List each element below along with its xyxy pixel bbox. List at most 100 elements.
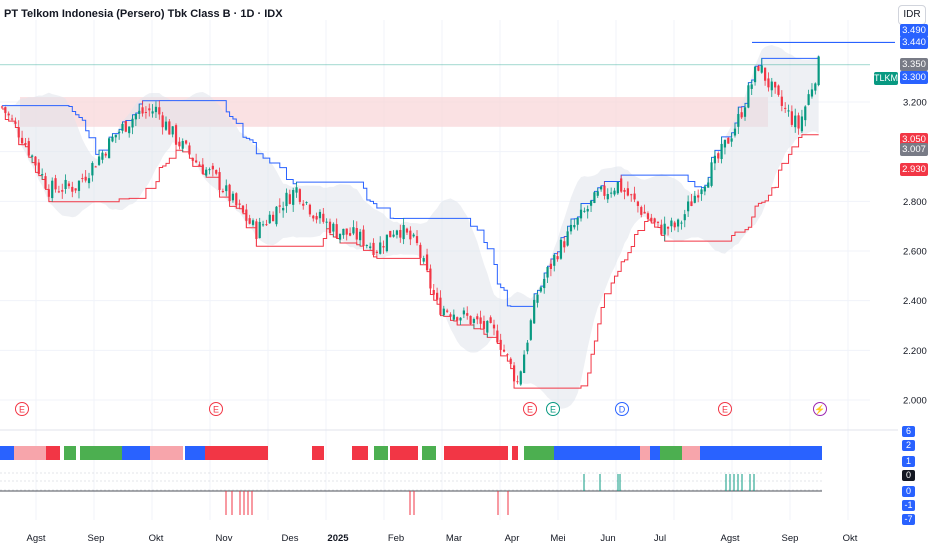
candle-body — [650, 217, 653, 222]
event-label: E — [550, 405, 556, 415]
signal-segment — [390, 446, 418, 460]
candle-body — [489, 317, 492, 324]
candle-body — [20, 137, 24, 144]
candle-body — [41, 174, 44, 176]
candle-body — [656, 221, 660, 223]
candle-body — [730, 138, 733, 142]
indicator-scale-label: 6 — [902, 426, 915, 437]
event-label: E — [722, 405, 728, 415]
candle-body — [205, 169, 208, 176]
signal-segment — [312, 446, 324, 460]
candle-body — [261, 224, 265, 226]
candle-body — [623, 189, 626, 192]
price-tick-label: 2.600 — [903, 247, 927, 258]
candle-body — [288, 194, 291, 204]
candle-body — [459, 317, 462, 321]
candle-body — [282, 207, 285, 211]
candle-body — [606, 193, 609, 200]
candle-body — [600, 186, 603, 190]
candle-body — [47, 189, 50, 197]
candle-body — [14, 121, 17, 124]
candle-body — [543, 278, 546, 289]
candle-body — [807, 94, 810, 105]
candle-body — [312, 215, 315, 219]
candle-body — [536, 294, 539, 303]
event-marker — [718, 402, 732, 416]
indicator-scale-label: -1 — [902, 500, 915, 511]
candle-body — [687, 201, 690, 212]
channel-upper — [2, 55, 820, 307]
candle-body — [81, 178, 84, 180]
candle-body — [389, 230, 392, 238]
signal-segment — [64, 446, 76, 460]
candle-body — [231, 193, 235, 201]
candle-body — [707, 182, 710, 188]
signal-segment — [0, 446, 14, 460]
time-axis-label: Jul — [654, 533, 666, 544]
indicator-scale-label: -7 — [902, 514, 915, 525]
candle-body — [255, 221, 258, 239]
time-axis-label: Okt — [843, 533, 858, 544]
candle-body — [248, 218, 251, 224]
candle-body — [747, 85, 750, 108]
ticker-tag: TLKM — [874, 72, 899, 85]
candle-body — [442, 308, 445, 316]
candle-body — [456, 317, 459, 321]
candle-body — [640, 207, 643, 215]
candle-body — [405, 228, 409, 233]
candle-body — [399, 229, 402, 238]
candle-body — [412, 234, 415, 237]
candle-body — [723, 139, 727, 148]
candle-body — [415, 236, 419, 244]
time-axis-label: Mar — [446, 533, 462, 544]
candle-body — [509, 358, 512, 364]
candle-body — [375, 251, 378, 254]
signal-segment — [660, 446, 682, 460]
event-label: ⚡ — [814, 404, 825, 416]
signal-segment — [80, 446, 122, 460]
candle-body — [392, 234, 395, 237]
candle-body — [372, 242, 375, 256]
candle-body — [573, 225, 576, 228]
candle-body — [158, 107, 161, 115]
candle-body — [285, 192, 288, 207]
candle-body — [757, 66, 760, 71]
candle-body — [17, 127, 20, 138]
indicator-scale-label: 0 — [902, 486, 915, 497]
candle-body — [559, 239, 563, 259]
candle-body — [181, 140, 184, 149]
candle-body — [770, 81, 773, 91]
candle-body — [690, 201, 693, 207]
candle-body — [322, 213, 325, 222]
candle-body — [148, 108, 151, 111]
candle-body — [298, 189, 301, 202]
candle-body — [174, 125, 178, 145]
event-label: E — [19, 405, 25, 415]
time-axis-label: 2025 — [327, 533, 349, 544]
candle-body — [228, 184, 231, 202]
candle-body — [419, 244, 422, 258]
candle-body — [764, 67, 767, 81]
candle-body — [760, 65, 763, 73]
candle-body — [432, 289, 435, 295]
time-axis-label: Des — [282, 533, 299, 544]
candle-body — [636, 201, 640, 206]
candle-body — [114, 134, 117, 138]
candle-body — [118, 131, 121, 133]
candle-body — [610, 192, 613, 194]
candle-body — [141, 107, 144, 114]
candle-body — [576, 217, 579, 225]
candle-body — [710, 162, 713, 186]
currency-button[interactable]: IDR — [898, 5, 926, 25]
signal-segment — [650, 446, 660, 460]
candle-body — [516, 381, 519, 383]
candle-body — [211, 165, 214, 170]
candle-body — [188, 145, 191, 155]
candle-body — [87, 178, 91, 184]
price-tag: 3.050 — [900, 132, 928, 146]
candle-body — [144, 111, 148, 113]
price-tick-label: 2.000 — [903, 396, 927, 407]
candle-body — [325, 221, 328, 223]
